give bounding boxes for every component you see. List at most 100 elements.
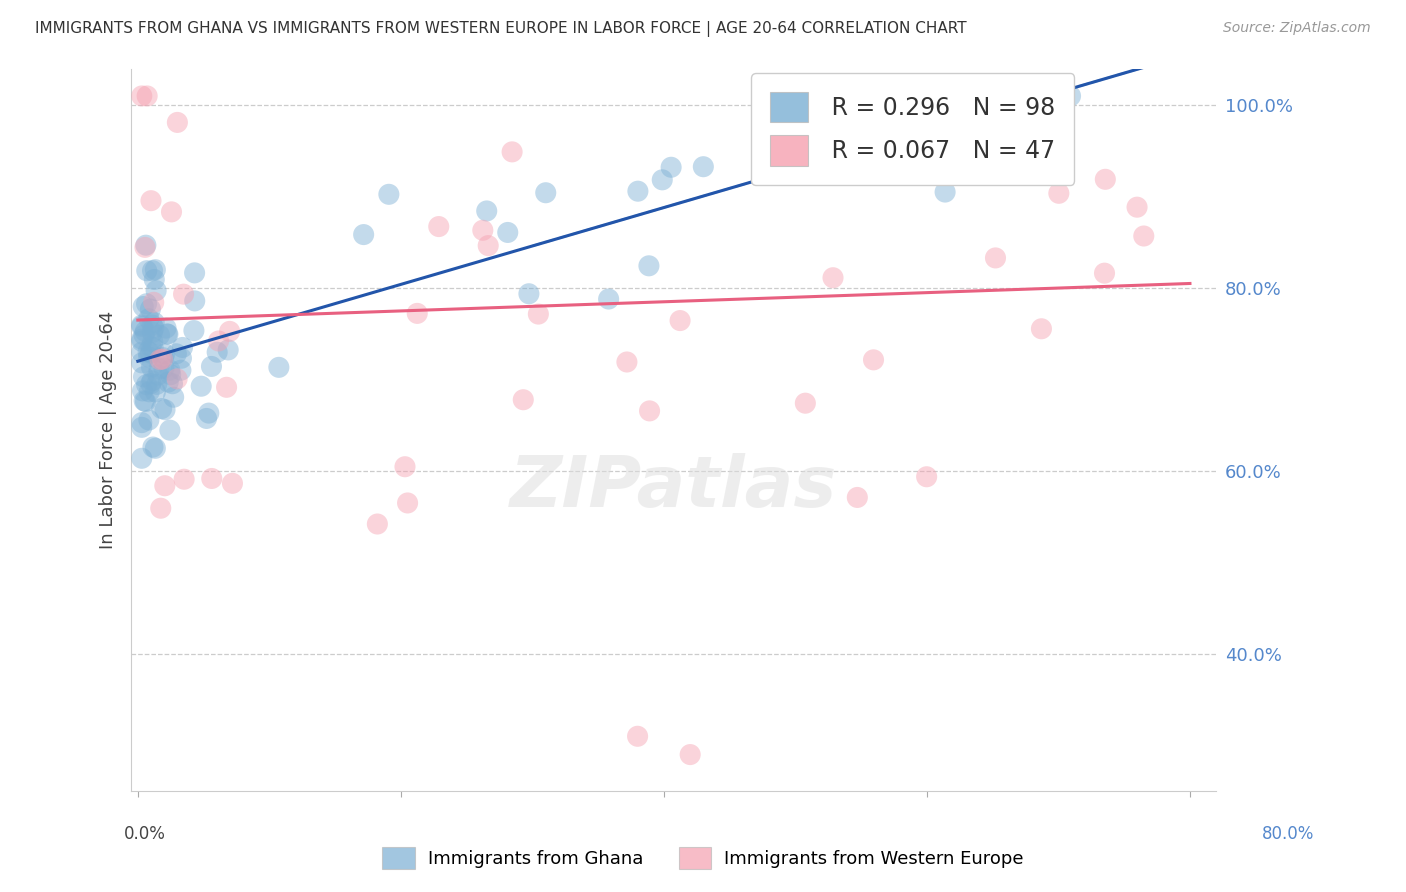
Point [145, 262, 167, 277]
Point [198, 406, 221, 420]
Point [512, 392, 534, 407]
Point [598, 292, 620, 306]
Point [138, 311, 160, 326]
Point [136, 344, 159, 359]
Point [170, 351, 193, 366]
Point [1094, 172, 1116, 186]
Point [139, 340, 162, 354]
Point [138, 413, 160, 427]
Point [159, 363, 181, 377]
Point [163, 390, 186, 404]
Point [679, 747, 702, 762]
Point [156, 327, 179, 342]
Point [141, 318, 163, 332]
Point [139, 194, 162, 208]
Point [527, 307, 550, 321]
Point [183, 266, 205, 280]
Point [152, 352, 174, 367]
Point [148, 328, 170, 343]
Point [1047, 186, 1070, 201]
Point [134, 393, 156, 408]
Point [153, 361, 176, 376]
Point [166, 115, 188, 129]
Point [938, 122, 960, 136]
Point [1126, 200, 1149, 214]
Point [159, 423, 181, 437]
Point [135, 238, 157, 252]
Point [934, 185, 956, 199]
Point [138, 384, 160, 399]
Point [267, 360, 290, 375]
Point [190, 379, 212, 393]
Point [1059, 89, 1081, 103]
Point [131, 420, 153, 434]
Legend:  R = 0.296   N = 98,  R = 0.067   N = 47: R = 0.296 N = 98, R = 0.067 N = 47 [751, 73, 1074, 185]
Point [153, 479, 176, 493]
Point [131, 334, 153, 349]
Point [141, 374, 163, 388]
Point [166, 372, 188, 386]
Point [659, 161, 682, 175]
Point [142, 321, 165, 335]
Point [821, 270, 844, 285]
Point [475, 204, 498, 219]
Point [165, 347, 187, 361]
Point [183, 293, 205, 308]
Point [153, 402, 176, 417]
Point [149, 352, 172, 367]
Point [142, 295, 165, 310]
Point [134, 325, 156, 339]
Point [143, 442, 166, 456]
Point [1004, 104, 1026, 119]
Point [131, 332, 153, 346]
Point [984, 251, 1007, 265]
Point [143, 272, 166, 286]
Text: 80.0%: 80.0% [1263, 825, 1315, 843]
Text: Source: ZipAtlas.com: Source: ZipAtlas.com [1223, 21, 1371, 36]
Point [406, 306, 429, 320]
Point [153, 347, 176, 361]
Point [141, 326, 163, 340]
Point [914, 89, 936, 103]
Point [141, 263, 163, 277]
Point [145, 377, 167, 392]
Point [471, 223, 494, 237]
Point [132, 369, 155, 384]
Point [534, 186, 557, 200]
Point [378, 187, 401, 202]
Point [173, 472, 195, 486]
Point [200, 359, 222, 374]
Point [131, 319, 153, 334]
Point [863, 105, 886, 120]
Legend: Immigrants from Ghana, Immigrants from Western Europe: Immigrants from Ghana, Immigrants from W… [375, 839, 1031, 876]
Point [394, 459, 416, 474]
Point [142, 440, 165, 454]
Point [159, 368, 181, 382]
Point [846, 491, 869, 505]
Text: ZIPatlas: ZIPatlas [510, 453, 838, 522]
Point [135, 377, 157, 392]
Point [132, 328, 155, 343]
Point [496, 226, 519, 240]
Point [427, 219, 450, 234]
Point [131, 356, 153, 370]
Point [692, 160, 714, 174]
Point [132, 300, 155, 314]
Point [142, 334, 165, 349]
Point [145, 284, 167, 298]
Point [139, 346, 162, 360]
Point [626, 729, 648, 743]
Point [131, 345, 153, 359]
Point [638, 259, 661, 273]
Point [173, 287, 195, 301]
Point [201, 471, 224, 485]
Point [141, 360, 163, 375]
Point [139, 376, 162, 391]
Point [170, 363, 193, 377]
Point [477, 238, 499, 252]
Point [172, 341, 194, 355]
Point [215, 380, 238, 394]
Point [218, 325, 240, 339]
Point [146, 368, 169, 382]
Point [207, 334, 229, 348]
